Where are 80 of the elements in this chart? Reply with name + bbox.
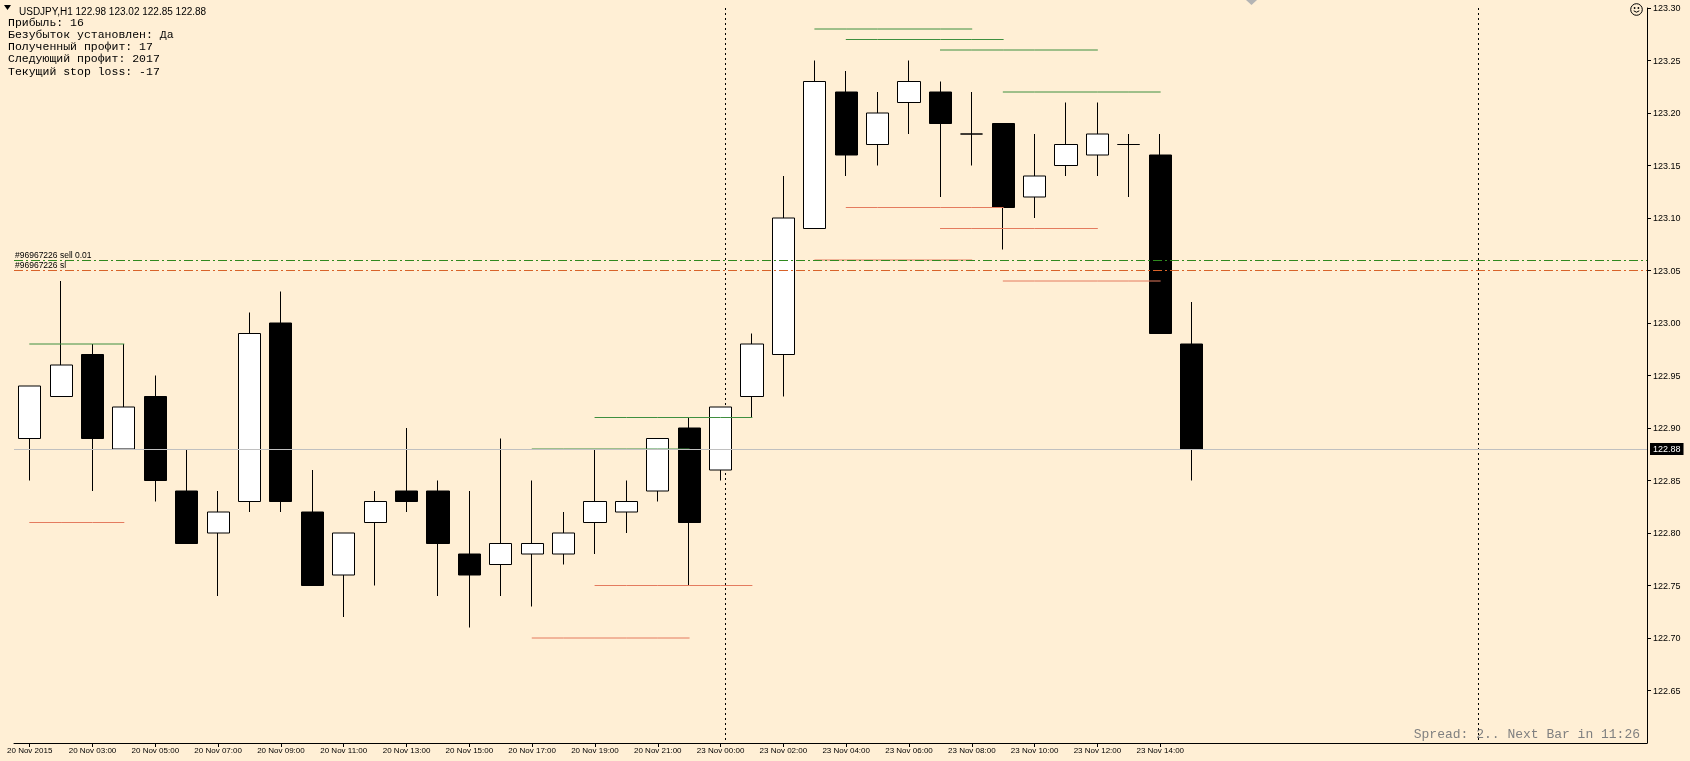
- candlestick: [521, 480, 544, 607]
- candlestick: [395, 427, 418, 513]
- y-tick-label: 122.65: [1653, 685, 1681, 696]
- x-tick-label: 20 Nov 05:00: [131, 745, 180, 755]
- candlestick: [1117, 133, 1140, 198]
- x-tick-label: 20 Nov 19:00: [571, 745, 620, 755]
- candlestick: [615, 480, 638, 534]
- candlestick: [740, 333, 764, 418]
- annotation: Spread: 2.. Next Bar in 11:26: [1413, 727, 1641, 742]
- x-tick-label: 20 Nov 2015: [7, 745, 53, 755]
- candlestick: [678, 417, 701, 586]
- x-tick-label: 23 Nov 12:00: [1073, 745, 1122, 755]
- candlestick: [552, 511, 575, 565]
- y-tick-label: 122.90: [1653, 423, 1681, 433]
- y-tick-label: 122.80: [1653, 528, 1681, 538]
- candlestick: [960, 91, 983, 166]
- y-tick-label: 123.25: [1653, 55, 1681, 66]
- x-tick-label: 20 Nov 15:00: [445, 745, 494, 755]
- candlestick: [81, 343, 104, 492]
- candlestick: [364, 490, 387, 586]
- x-tick-label: 23 Nov 08:00: [948, 745, 997, 755]
- annotation: Полученный профит: 17: [8, 40, 153, 54]
- candlestick: [332, 532, 355, 618]
- annotation: Следующий профит: 2017: [8, 52, 160, 66]
- candlestick: [489, 438, 512, 597]
- x-tick-label: 20 Nov 13:00: [382, 745, 431, 755]
- annotation: Прибыль: 16: [8, 15, 85, 29]
- x-tick-label: 23 Nov 04:00: [822, 745, 871, 755]
- y-tick-label: 122.85: [1653, 475, 1681, 486]
- candlestick: [175, 448, 198, 544]
- candlestick: [866, 91, 889, 166]
- y-tick-label: 122.95: [1653, 370, 1681, 381]
- candlestick: [992, 123, 1015, 250]
- candlestick: [1086, 102, 1109, 177]
- x-tick-label: 23 Nov 00:00: [696, 745, 745, 755]
- candlestick: [50, 280, 73, 397]
- candlestick: [772, 175, 795, 397]
- candlestick: [269, 291, 292, 513]
- y-tick-label: 123.10: [1653, 213, 1681, 223]
- x-tick-label: 23 Nov 02:00: [759, 745, 808, 755]
- candlestick: [803, 60, 826, 229]
- ref-line-label: #96967226 sell 0.01: [15, 249, 92, 260]
- y-tick-label: 122.70: [1653, 633, 1681, 643]
- x-tick-label: 23 Nov 06:00: [885, 745, 934, 755]
- x-tick-label: 20 Nov 03:00: [68, 745, 117, 755]
- candlestick: [1054, 102, 1078, 177]
- x-tick-label: 20 Nov 09:00: [257, 745, 306, 755]
- x-tick-label: 20 Nov 21:00: [633, 745, 683, 755]
- candlestick: [301, 469, 324, 586]
- candlestick: [929, 81, 952, 198]
- y-tick-label: 123.15: [1653, 160, 1681, 171]
- candlestick: [1180, 301, 1203, 481]
- candlestick: [897, 60, 921, 135]
- chart-title: USDJPY,H1 122.98 123.02 122.85 122.88: [19, 5, 207, 17]
- candlestick: [426, 480, 450, 597]
- candlestick: [1023, 133, 1046, 219]
- y-tick-label: 123.20: [1653, 108, 1681, 118]
- candlestick: [458, 490, 481, 628]
- x-tick-label: 20 Nov 07:00: [194, 745, 243, 755]
- y-tick-label: 122.75: [1653, 580, 1681, 591]
- y-tick-label: 123.30: [1653, 3, 1681, 13]
- candlestick: [238, 312, 261, 513]
- candlestick: [583, 448, 607, 555]
- candlestick: [835, 70, 858, 177]
- y-tick-label: 123.00: [1653, 318, 1681, 328]
- x-tick-label: 20 Nov 11:00: [320, 745, 368, 755]
- x-tick-label: 23 Nov 10:00: [1010, 745, 1059, 755]
- annotation: Безубыток установлен: Да: [8, 27, 174, 41]
- candlestick: [144, 375, 167, 502]
- y-tick-label: 123.05: [1653, 265, 1681, 276]
- candlestick: [646, 438, 669, 502]
- ref-line-label: #96967226 sl: [15, 260, 67, 270]
- x-tick-label: 20 Nov 17:00: [508, 745, 557, 755]
- candlestick: [207, 490, 230, 597]
- ref-line-label: 122.88: [1653, 444, 1681, 454]
- candlestick: [112, 343, 135, 450]
- candlestick: [1149, 133, 1172, 334]
- candlestick: [18, 385, 41, 481]
- annotation: Текущий stop loss: -17: [8, 64, 160, 78]
- x-tick-label: 23 Nov 14:00: [1136, 745, 1185, 755]
